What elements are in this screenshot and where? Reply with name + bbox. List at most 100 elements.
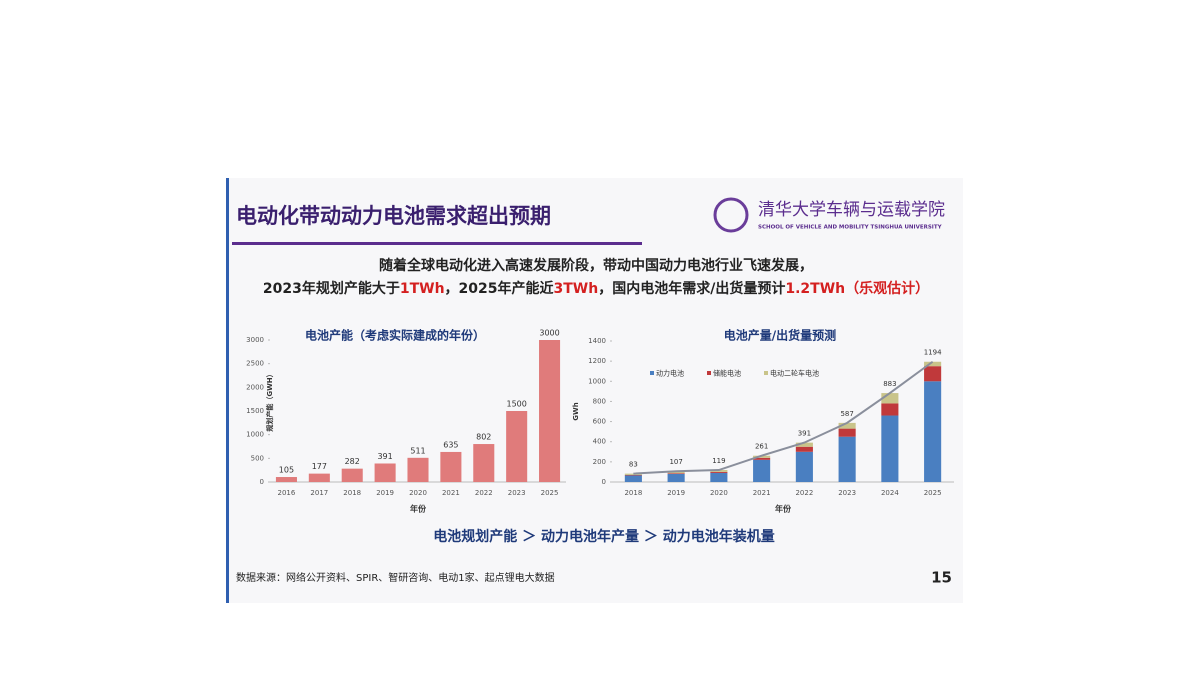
legend-swatch	[650, 371, 654, 375]
y-tick-label: 800	[593, 397, 606, 405]
value-label: 1500	[506, 400, 526, 409]
bar-segment	[838, 436, 856, 482]
logo-name: 清华大学车辆与运载学院	[758, 200, 945, 220]
x-tick-label: 2023	[508, 489, 526, 497]
y-tick-label: 400	[593, 438, 606, 446]
source: 数据来源：网络公开资料、SPIR、智研咨询、电动1家、起点锂电大数据	[236, 571, 555, 584]
y-tick-label: 1500	[246, 407, 264, 415]
y-tick-label: 1000	[588, 377, 606, 385]
logo-seal	[713, 197, 749, 233]
bar-segment	[624, 474, 642, 476]
value-label: 3000	[539, 329, 559, 338]
x-tick-label: 2021	[442, 489, 460, 497]
x-axis-label: 年份	[410, 504, 427, 514]
bar-segment	[795, 442, 813, 447]
value-label: 511	[410, 446, 425, 455]
bar	[275, 477, 297, 482]
legend-swatch	[707, 371, 711, 375]
x-tick-label: 2018	[624, 489, 642, 497]
bar	[440, 451, 462, 482]
subtitle-part: ，2025年产能近	[445, 280, 554, 297]
value-label: 177	[312, 462, 327, 471]
x-tick-label: 2024	[881, 489, 899, 497]
slide-title: 电动化带动动力电池需求超出预期	[236, 204, 551, 228]
conclusion: 电池规划产能 ＞ 动力电池年产量 ＞ 动力电池年装机量	[433, 528, 775, 545]
value-label: 107	[669, 458, 682, 466]
y-axis-label: 规划产能（GWH）	[265, 370, 274, 431]
legend-label: 储能电池	[713, 369, 741, 378]
bar-segment	[881, 403, 899, 416]
bar	[539, 340, 561, 482]
legend-label: 电动二轮车电池	[770, 369, 819, 378]
x-tick-label: 2023	[838, 489, 856, 497]
value-label: 883	[883, 380, 896, 388]
bar-segment	[667, 473, 685, 474]
bar-segment	[624, 475, 642, 482]
value-label: 1194	[924, 349, 942, 357]
value-label: 391	[798, 430, 811, 438]
value-label: 587	[840, 410, 853, 418]
y-tick-label: 1400	[588, 337, 606, 345]
x-tick-label: 2020	[409, 489, 427, 497]
legend-label: 动力电池	[656, 369, 684, 378]
subtitle-highlight: 1TWh	[400, 281, 445, 297]
y-axis-label: GWh	[572, 402, 580, 420]
bar-segment	[710, 472, 728, 482]
subtitle-line1: 随着全球电动化进入高速发展阶段，带动中国动力电池行业飞速发展，	[379, 257, 813, 274]
y-tick-label: 1000	[246, 431, 264, 439]
bar	[341, 468, 363, 482]
bar-segment	[624, 473, 642, 475]
x-tick-label: 2018	[343, 489, 361, 497]
page-number: 15	[931, 569, 952, 587]
x-tick-label: 2025	[924, 489, 942, 497]
bar	[506, 411, 528, 482]
x-axis-label: 年份	[775, 504, 792, 514]
slide-edge	[226, 178, 229, 603]
x-tick-label: 2022	[795, 489, 813, 497]
x-tick-label: 2016	[278, 489, 296, 497]
x-tick-label: 2022	[475, 489, 493, 497]
bar-segment	[795, 451, 813, 482]
bar	[407, 457, 429, 482]
x-tick-label: 2019	[667, 489, 685, 497]
bar	[374, 463, 396, 482]
y-tick-label: 500	[251, 454, 264, 462]
value-label: 282	[345, 457, 360, 466]
value-label: 105	[279, 466, 294, 475]
value-label: 119	[712, 457, 725, 465]
title-underline	[232, 242, 642, 245]
chart-title: 电池产量/出货量预测	[724, 328, 836, 343]
subtitle-highlight: 1.2TWh（乐观估计）	[785, 280, 929, 297]
bar-segment	[924, 361, 942, 367]
value-label: 635	[443, 440, 458, 449]
bar-segment	[881, 415, 899, 482]
y-tick-label: 3000	[246, 336, 264, 344]
y-tick-label: 0	[260, 478, 264, 486]
bar-segment	[753, 457, 771, 460]
value-label: 391	[377, 452, 392, 461]
x-tick-label: 2020	[710, 489, 728, 497]
y-tick-label: 2500	[246, 360, 264, 368]
y-tick-label: 600	[593, 418, 606, 426]
bar-segment	[881, 393, 899, 404]
slide	[226, 178, 963, 603]
subtitle-part: 2023年规划产能大于	[263, 280, 400, 297]
x-tick-label: 2021	[753, 489, 771, 497]
charts: 电池产能（考虑实际建成的年份）050010001500200025003000规…	[246, 328, 954, 514]
bar	[308, 473, 330, 482]
chart-title: 电池产能（考虑实际建成的年份）	[305, 328, 485, 343]
legend-swatch	[764, 371, 768, 375]
y-tick-label: 1200	[588, 357, 606, 365]
subtitle-line2: 2023年规划产能大于1TWh，2025年产能近3TWh，国内电池年需求/出货量…	[263, 280, 929, 297]
line	[633, 360, 934, 475]
bar-segment	[838, 428, 856, 437]
bar	[473, 444, 495, 482]
bar-segment	[924, 366, 942, 382]
x-tick-label: 2025	[541, 489, 559, 497]
subtitle-part: ，国内电池年需求/出货量预计	[598, 280, 785, 297]
bar-segment	[753, 455, 771, 458]
x-tick-label: 2017	[310, 489, 328, 497]
bar-segment	[795, 446, 813, 452]
